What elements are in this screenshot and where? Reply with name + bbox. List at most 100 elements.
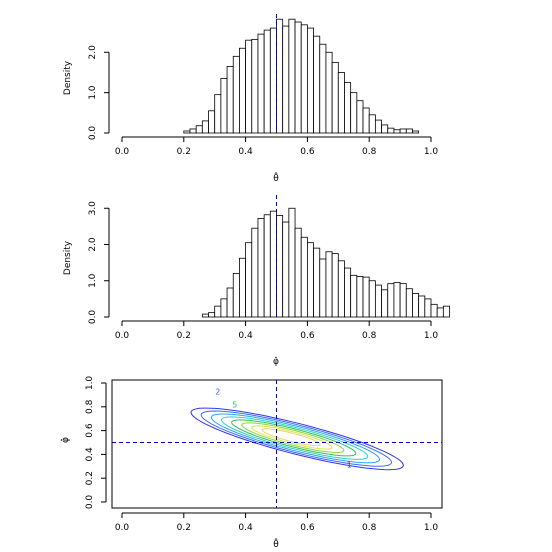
histogram-theta-x-tick-label: 1.0 — [424, 147, 439, 157]
histogram-phi-bar — [313, 247, 321, 318]
contour-line — [261, 428, 321, 447]
histogram-theta-bar — [294, 21, 302, 134]
histogram-phi-x-tick-label: 0.6 — [300, 331, 315, 341]
histogram-theta-bar — [251, 38, 259, 134]
histogram-phi-bar — [263, 214, 271, 318]
histogram-phi-bar — [201, 313, 209, 318]
histogram-theta-bar — [239, 47, 246, 134]
histogram-phi-bar — [430, 303, 438, 318]
contour-axes: 0.0 0.2 0.4 0.6 0.8 1.0 0.0 0.2 0.4 0.6 0.8 1.0 — [85, 376, 438, 533]
histogram-theta-x-tick-label: 0.4 — [238, 147, 253, 157]
histogram-theta-bar — [412, 130, 420, 134]
histogram-phi-ylabel: Density — [63, 240, 73, 275]
histogram-theta-x-tick-label: 0.6 — [300, 147, 315, 157]
histogram-phi-bar — [300, 236, 308, 318]
histogram-theta-bar — [313, 35, 321, 134]
histogram-theta-y-tick-label: 1.0 — [88, 85, 98, 100]
histogram-theta-xlabel: θ̂ — [273, 171, 279, 184]
histogram-theta-bar — [183, 130, 191, 134]
histogram-phi-bar — [418, 295, 426, 318]
histogram-theta-axes: 0.0 0.2 0.4 0.6 0.8 1.0 0.0 1.0 2.0 — [88, 45, 438, 157]
contour-line — [190, 407, 404, 471]
histogram-theta-bar — [245, 39, 253, 134]
histogram-phi-x-tick-label: 0.8 — [362, 331, 377, 341]
histogram-theta-bar — [393, 129, 401, 134]
histogram-phi-bar — [306, 242, 314, 318]
histogram-theta-x-tick-label: 0.2 — [177, 147, 191, 157]
histogram-theta-bar — [288, 18, 296, 134]
histogram-phi-bars — [201, 207, 450, 318]
contour-line — [200, 410, 393, 467]
histogram-theta-bar — [226, 66, 234, 134]
histogram-theta-bar — [405, 128, 413, 134]
histogram-theta-bars — [183, 18, 420, 134]
histogram-phi-bar — [232, 273, 240, 318]
histogram-phi-y-tick-label: 2.0 — [88, 237, 98, 252]
histogram-phi-bar — [257, 217, 265, 318]
histogram-theta-bar — [368, 114, 376, 134]
histogram-theta-bar — [276, 18, 284, 134]
histogram-theta-bar — [257, 33, 265, 134]
histogram-theta-x-tick-label: 0.0 — [115, 147, 130, 157]
histogram-phi-bar — [251, 227, 259, 318]
histogram-phi-bar — [214, 305, 222, 318]
histogram-phi-x-tick-label: 0.4 — [238, 331, 253, 341]
contour-xlabel: θ̂ — [273, 537, 279, 550]
histogram-phi-bar — [282, 221, 290, 318]
contour-y-tick-label: 0.8 — [85, 399, 95, 414]
contour-level-label: 5 — [232, 400, 237, 409]
histogram-phi-bar — [208, 312, 216, 318]
histogram-phi-bar — [294, 227, 302, 318]
contour-ylabel: φ̂ — [60, 437, 71, 443]
contour-line — [241, 422, 345, 454]
contour-y-tick-label: 1.0 — [85, 376, 95, 391]
histogram-theta-bar — [220, 78, 228, 134]
histogram-phi-bar — [424, 298, 432, 318]
histogram-phi-bar — [399, 283, 407, 318]
histogram-theta-bar — [325, 51, 333, 134]
histogram-theta-y-tick-label: 0.0 — [88, 126, 98, 141]
histogram-phi-bar — [245, 242, 253, 318]
contour-y-tick-label: 0.4 — [85, 447, 95, 462]
histogram-theta-bar — [263, 29, 271, 134]
contour-panel: 1 2 5 0.0 0.2 0.4 0.6 0.8 1.0 0.0 0.2 0.4 0.6 0.8 1.0… — [60, 376, 443, 550]
histogram-theta-y-tick-label: 2.0 — [88, 45, 98, 60]
contour-x-tick-label: 0.0 — [115, 523, 130, 533]
histogram-phi-bar — [239, 257, 246, 318]
histogram-theta-bar — [282, 25, 290, 134]
contour-x-tick-label: 0.8 — [362, 523, 377, 533]
contour-line — [220, 416, 369, 460]
contour-y-tick-label: 0.0 — [85, 495, 95, 510]
histogram-theta-bar — [387, 127, 395, 134]
histogram-phi-axes: 0.0 0.2 0.4 0.6 0.8 1.0 0.0 1.0 2.0 3.0 — [88, 201, 438, 341]
contour-lines — [190, 407, 404, 471]
histogram-phi-x-tick-label: 1.0 — [424, 331, 439, 341]
histogram-phi-bar — [226, 287, 234, 318]
histogram-phi-bar — [276, 215, 284, 318]
histogram-phi-bar — [350, 274, 358, 318]
histogram-theta-ylabel: Density — [63, 60, 73, 95]
contour-line — [231, 419, 357, 457]
histogram-theta-bar — [344, 82, 352, 134]
histogram-theta-bar — [208, 110, 216, 134]
histogram-theta-panel: 0.0 0.2 0.4 0.6 0.8 1.0 0.0 1.0 2.0 Density θ̂ — [63, 14, 438, 184]
histogram-phi-bar — [442, 305, 450, 318]
histogram-phi-panel: 0.0 0.2 0.4 0.6 0.8 1.0 0.0 1.0 2.0 3.0 Density φ… — [63, 195, 450, 367]
histogram-phi-y-tick-label: 1.0 — [88, 273, 98, 288]
histogram-theta-bar — [399, 128, 407, 134]
histogram-theta-bar — [362, 107, 370, 134]
histogram-theta-bar — [189, 128, 197, 134]
histogram-theta-bar — [201, 120, 209, 134]
histogram-phi-bar — [337, 260, 345, 318]
histogram-theta-bar — [381, 124, 389, 134]
histogram-phi-bar — [331, 253, 339, 318]
contour-line — [210, 413, 381, 464]
histogram-theta-bar — [300, 24, 308, 134]
histogram-theta-x-tick-label: 0.8 — [362, 147, 377, 157]
histogram-theta-bar — [356, 100, 364, 134]
contour-level-labels: 1 2 5 — [215, 387, 351, 469]
histogram-theta-bar — [331, 61, 339, 134]
contour-y-tick-label: 0.6 — [85, 423, 95, 438]
histogram-phi-bar — [356, 275, 364, 318]
